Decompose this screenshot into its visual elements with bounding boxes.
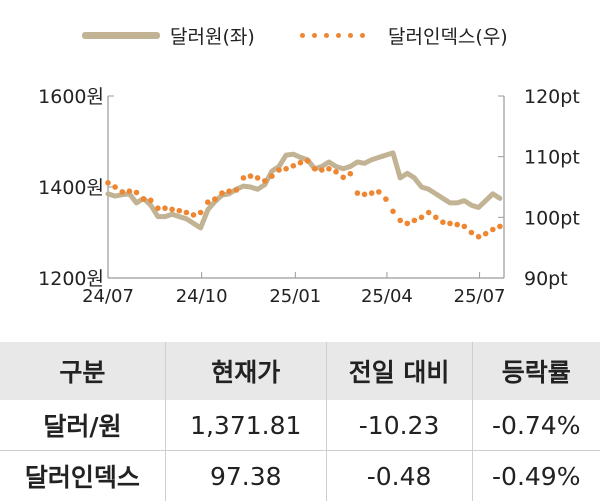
series-point-dxy: [311, 166, 318, 172]
y-left-tick-label: 1600원: [38, 86, 104, 108]
series-point-dxy: [340, 174, 347, 181]
series-point-dxy: [497, 223, 503, 230]
series-point-dxy: [112, 184, 118, 190]
x-tick-label: 25/04: [361, 286, 413, 307]
legend-item-krw: 달러원(좌): [82, 22, 255, 49]
series-point-dxy: [155, 205, 161, 211]
series-point-dxy: [283, 166, 289, 172]
series-point-dxy: [411, 217, 418, 224]
header-category: 구분: [0, 342, 166, 400]
row-price: 1,371.81: [164, 400, 327, 451]
series-point-dxy: [262, 178, 268, 184]
series-point-dxy: [133, 189, 140, 196]
header-rate: 등락률: [471, 342, 600, 400]
x-tick-label: 25/07: [454, 286, 506, 307]
series-point-dxy: [226, 188, 232, 194]
series-point-dxy: [162, 205, 168, 211]
series-point-dxy: [326, 166, 332, 172]
legend-label-dxy: 달러인덱스(우): [388, 26, 508, 48]
series-point-dxy: [397, 217, 404, 224]
row-rate: -0.74%: [471, 400, 600, 451]
legend-swatch-dotted: [300, 33, 378, 38]
table-row: 달러/원 1,371.81 -10.23 -0.74%: [0, 400, 600, 451]
series-point-dxy: [461, 223, 468, 230]
series-point-dxy: [297, 159, 304, 166]
series-point-dxy: [376, 189, 382, 195]
series-point-dxy: [404, 220, 411, 227]
quote-table: 구분 현재가 전일 대비 등락률 달러/원 1,371.81 -10.23 -0…: [0, 342, 600, 501]
series-point-dxy: [447, 220, 453, 227]
series-point-dxy: [418, 214, 425, 221]
series-point-dxy: [276, 167, 282, 173]
y-left-tick-label: 1200원: [38, 268, 104, 290]
header-price: 현재가: [164, 342, 327, 400]
series-point-dxy: [219, 190, 225, 196]
legend-item-dxy: 달러인덱스(우): [300, 22, 508, 49]
series-point-dxy: [105, 180, 111, 186]
series-point-dxy: [368, 190, 375, 196]
table-header-row: 구분 현재가 전일 대비 등락률: [0, 342, 600, 400]
series-point-dxy: [190, 212, 197, 218]
x-tick-label: 24/07: [82, 286, 134, 307]
row-price: 97.38: [164, 450, 327, 501]
legend-swatch-solid: [82, 32, 160, 39]
y-right-tick-label: 110pt: [524, 147, 580, 169]
chart-area: 1600원 1400원 1200원 120pt 110pt 100pt 90pt 24/07 2…: [38, 22, 580, 307]
y-right-tick-label: 100pt: [524, 207, 580, 229]
row-change: -10.23: [325, 400, 473, 451]
y-left-tick-label: 1400원: [38, 177, 104, 199]
series-point-dxy: [269, 173, 275, 179]
x-tick-label: 24/10: [176, 286, 228, 307]
series-point-dxy: [433, 214, 439, 221]
y-right-tick-label: 120pt: [524, 86, 580, 108]
series-point-dxy: [197, 209, 204, 216]
series-point-dxy: [333, 169, 339, 175]
series-point-dxy: [440, 219, 446, 225]
series-point-dxy: [454, 221, 461, 228]
series-point-dxy: [205, 199, 211, 205]
series-point-dxy: [240, 175, 247, 181]
series-point-dxy: [148, 197, 154, 204]
series-point-dxy: [304, 158, 311, 164]
row-name: 달러인덱스: [24, 463, 140, 492]
series-point-dxy: [126, 188, 133, 194]
y-right-tick-label: 90pt: [524, 268, 568, 290]
row-change: -0.48: [325, 450, 473, 501]
series-point-dxy: [383, 196, 389, 202]
series-point-dxy: [140, 196, 147, 202]
series-point-dxy: [247, 173, 254, 179]
series-point-dxy: [354, 190, 361, 196]
x-tick-label: 25/01: [269, 286, 321, 307]
series-point-dxy: [482, 230, 489, 237]
row-rate: -0.49%: [471, 450, 600, 501]
series-point-dxy: [425, 209, 432, 216]
series-point-dxy: [183, 209, 190, 216]
series-line-krw: [105, 150, 503, 231]
series-point-dxy: [475, 233, 482, 240]
series-point-dxy: [233, 187, 240, 193]
series-point-dxy: [176, 207, 183, 214]
table-row: 달러인덱스 97.38 -0.48 -0.49%: [0, 450, 600, 501]
series-point-dxy: [169, 206, 175, 213]
header-change: 전일 대비: [325, 342, 473, 400]
series-point-dxy: [212, 196, 218, 202]
series-point-dxy: [347, 170, 354, 177]
row-name: 달러/원: [0, 400, 166, 451]
series-point-dxy: [319, 167, 325, 173]
series-point-dxy: [361, 191, 368, 198]
series-point-dxy: [390, 208, 396, 215]
series-point-dxy: [254, 175, 261, 181]
line-chart: 1600원 1400원 1200원 120pt 110pt 100pt 90pt 24/07 2…: [38, 86, 580, 307]
series-point-dxy: [490, 226, 496, 233]
series-point-dxy: [468, 229, 475, 236]
series-point-dxy: [119, 189, 126, 195]
series-point-dxy: [290, 163, 297, 169]
legend-label-krw: 달러원(좌): [170, 26, 255, 48]
